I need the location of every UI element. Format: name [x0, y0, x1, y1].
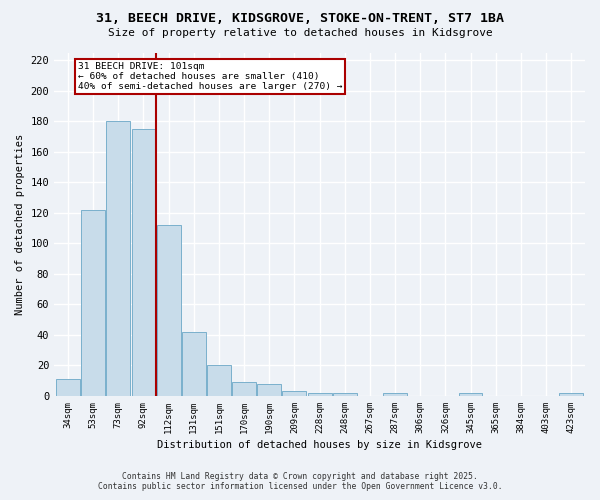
- Bar: [559, 393, 583, 396]
- Bar: [157, 225, 181, 396]
- Bar: [106, 121, 130, 396]
- Bar: [333, 393, 356, 396]
- Bar: [56, 379, 80, 396]
- Bar: [182, 332, 206, 396]
- Bar: [257, 384, 281, 396]
- Bar: [131, 129, 155, 396]
- Bar: [232, 382, 256, 396]
- Bar: [458, 393, 482, 396]
- Bar: [207, 366, 231, 396]
- Bar: [308, 393, 332, 396]
- Bar: [81, 210, 105, 396]
- X-axis label: Distribution of detached houses by size in Kidsgrove: Distribution of detached houses by size …: [157, 440, 482, 450]
- Bar: [383, 393, 407, 396]
- Text: 31, BEECH DRIVE, KIDSGROVE, STOKE-ON-TRENT, ST7 1BA: 31, BEECH DRIVE, KIDSGROVE, STOKE-ON-TRE…: [96, 12, 504, 26]
- Text: 31 BEECH DRIVE: 101sqm
← 60% of detached houses are smaller (410)
40% of semi-de: 31 BEECH DRIVE: 101sqm ← 60% of detached…: [78, 62, 343, 92]
- Bar: [283, 392, 307, 396]
- Y-axis label: Number of detached properties: Number of detached properties: [15, 134, 25, 315]
- Text: Size of property relative to detached houses in Kidsgrove: Size of property relative to detached ho…: [107, 28, 493, 38]
- Text: Contains HM Land Registry data © Crown copyright and database right 2025.
Contai: Contains HM Land Registry data © Crown c…: [98, 472, 502, 491]
